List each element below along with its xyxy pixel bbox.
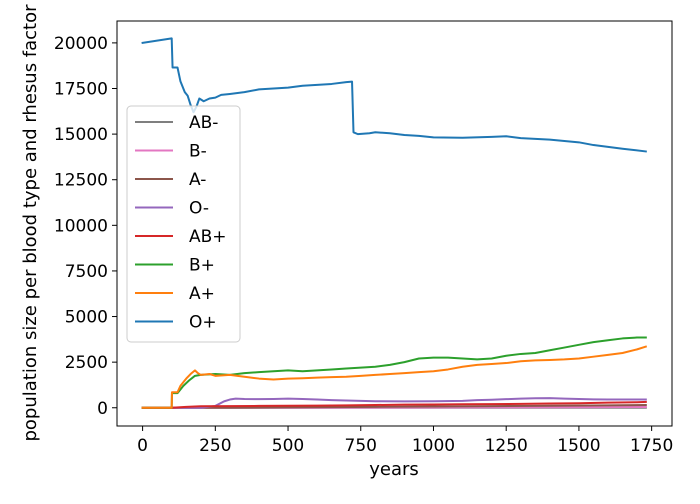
legend-label: A- [189,170,206,190]
x-tick-label: 1250 [485,436,528,456]
series-line-bpos [141,336,647,409]
series-line-aneg [141,404,647,409]
series-line-opos [141,37,647,153]
x-tick-label: 0 [137,436,148,456]
series-line-oneg [141,397,647,409]
legend-label: B- [189,142,207,162]
x-tick-label: 1750 [630,436,673,456]
legend-label: AB- [189,113,218,133]
legend-label: AB+ [189,227,227,247]
x-tick-label: 1500 [557,436,600,456]
plot-frame [116,20,673,427]
y-tick-label: 20000 [54,34,108,54]
x-axis: 0 250 500 750 1000 1250 1500 1750 [137,426,673,456]
y-axis-label: population size per blood type and rhesu… [20,4,41,442]
series-line-apos [141,345,648,409]
y-axis: 0 2500 5000 7500 10000 12500 15000 17500 20000 [54,34,117,419]
y-tick-label: 10000 [54,216,108,236]
legend-label: O- [189,199,209,219]
legend-label: B+ [189,256,215,276]
x-axis-label: years [369,459,419,480]
y-tick-label: 7500 [65,262,108,282]
legend-label: A+ [189,284,215,304]
y-tick-label: 5000 [65,308,108,328]
y-tick-label: 17500 [54,80,108,100]
x-tick-label: 1000 [412,436,455,456]
x-tick-label: 250 [199,436,231,456]
x-tick-label: 500 [272,436,304,456]
y-tick-label: 2500 [65,353,108,373]
series-line-abpos [141,400,647,409]
y-tick-label: 15000 [54,125,108,145]
legend-label: O+ [189,313,217,333]
x-tick-label: 750 [345,436,377,456]
y-tick-label: 0 [97,399,108,419]
legend: AB- B- A- O- AB+ B+ A+ O+ [126,105,241,343]
y-tick-label: 12500 [54,171,108,191]
legend-box [126,105,241,343]
series-layer [141,37,648,409]
